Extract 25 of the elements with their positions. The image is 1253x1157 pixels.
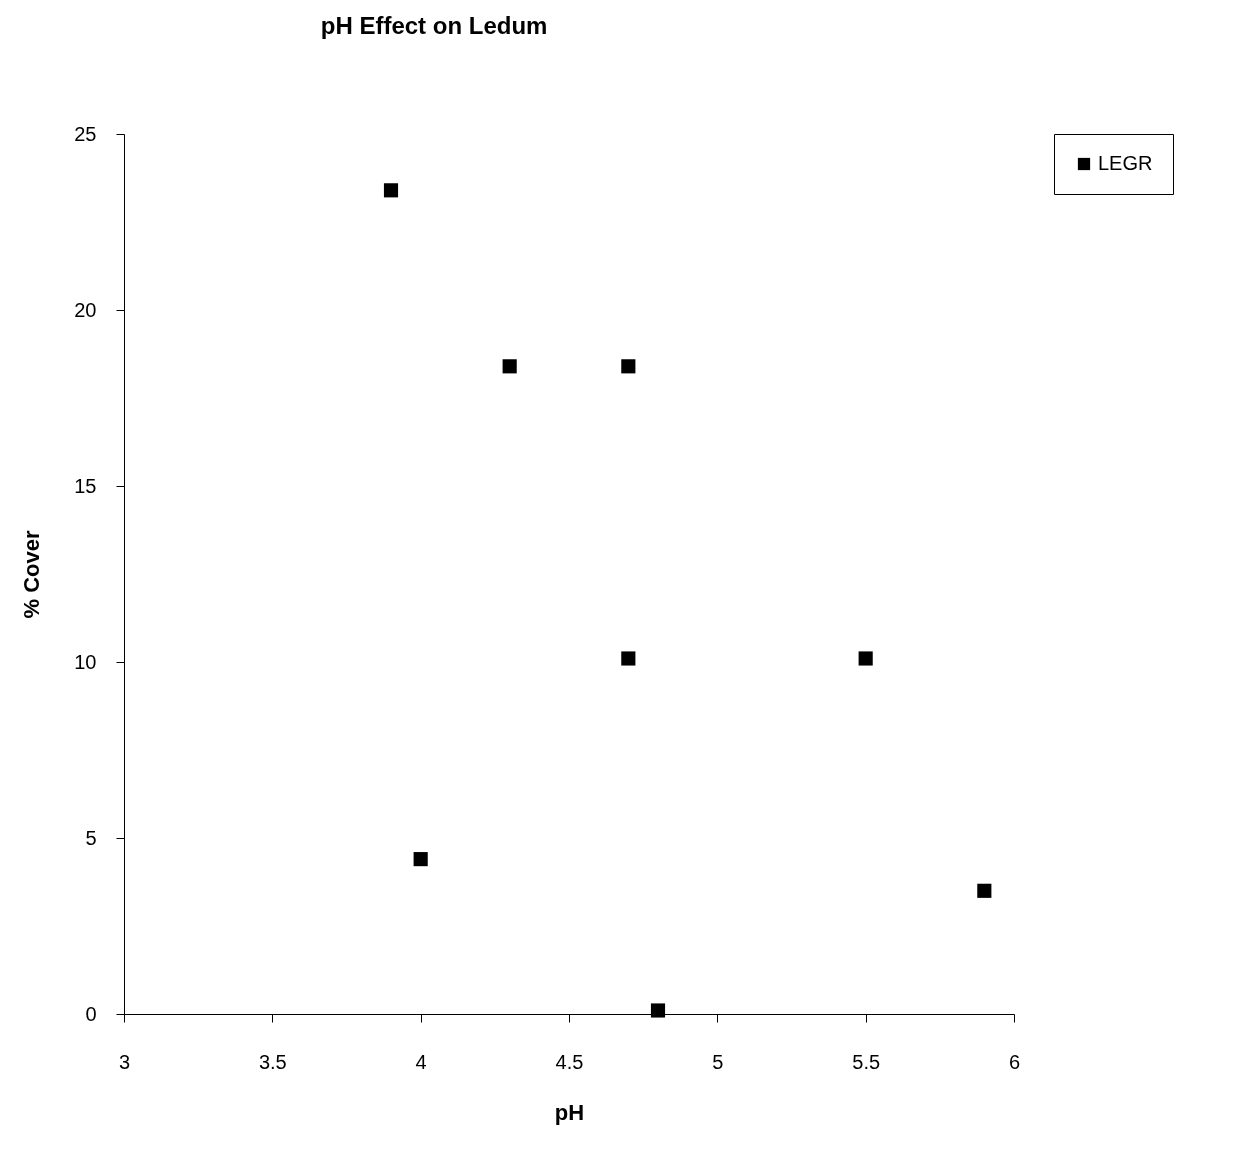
x-tick-label: 4 [415,1050,427,1073]
x-tick-label: 6 [1008,1050,1021,1073]
x-axis-title: pH [554,1099,585,1125]
y-tick-label: 5 [85,826,97,849]
y-axis-title: % Cover [19,530,45,619]
y-tick-label: 10 [74,650,97,673]
x-tick-label: 4.5 [555,1050,584,1073]
point [413,852,428,867]
y-tick-label: 25 [74,122,97,145]
point [383,183,399,198]
x-tick-label: 3.5 [258,1050,287,1073]
x-tick-label: 5.5 [852,1050,881,1073]
y-tick-label: 20 [74,298,97,321]
point [650,1003,666,1018]
point [858,651,873,666]
point [621,359,636,374]
legend-label: LEGR [1098,152,1153,174]
y-tick-label: 0 [85,1002,97,1025]
x-tick-label: 3 [118,1050,131,1073]
x-tick-label: 5 [712,1050,724,1073]
y-tick-label: 15 [74,474,97,497]
point [502,359,517,374]
point [977,883,992,898]
point [621,651,636,666]
chart-title: pH Effect on Ledum [320,12,548,39]
